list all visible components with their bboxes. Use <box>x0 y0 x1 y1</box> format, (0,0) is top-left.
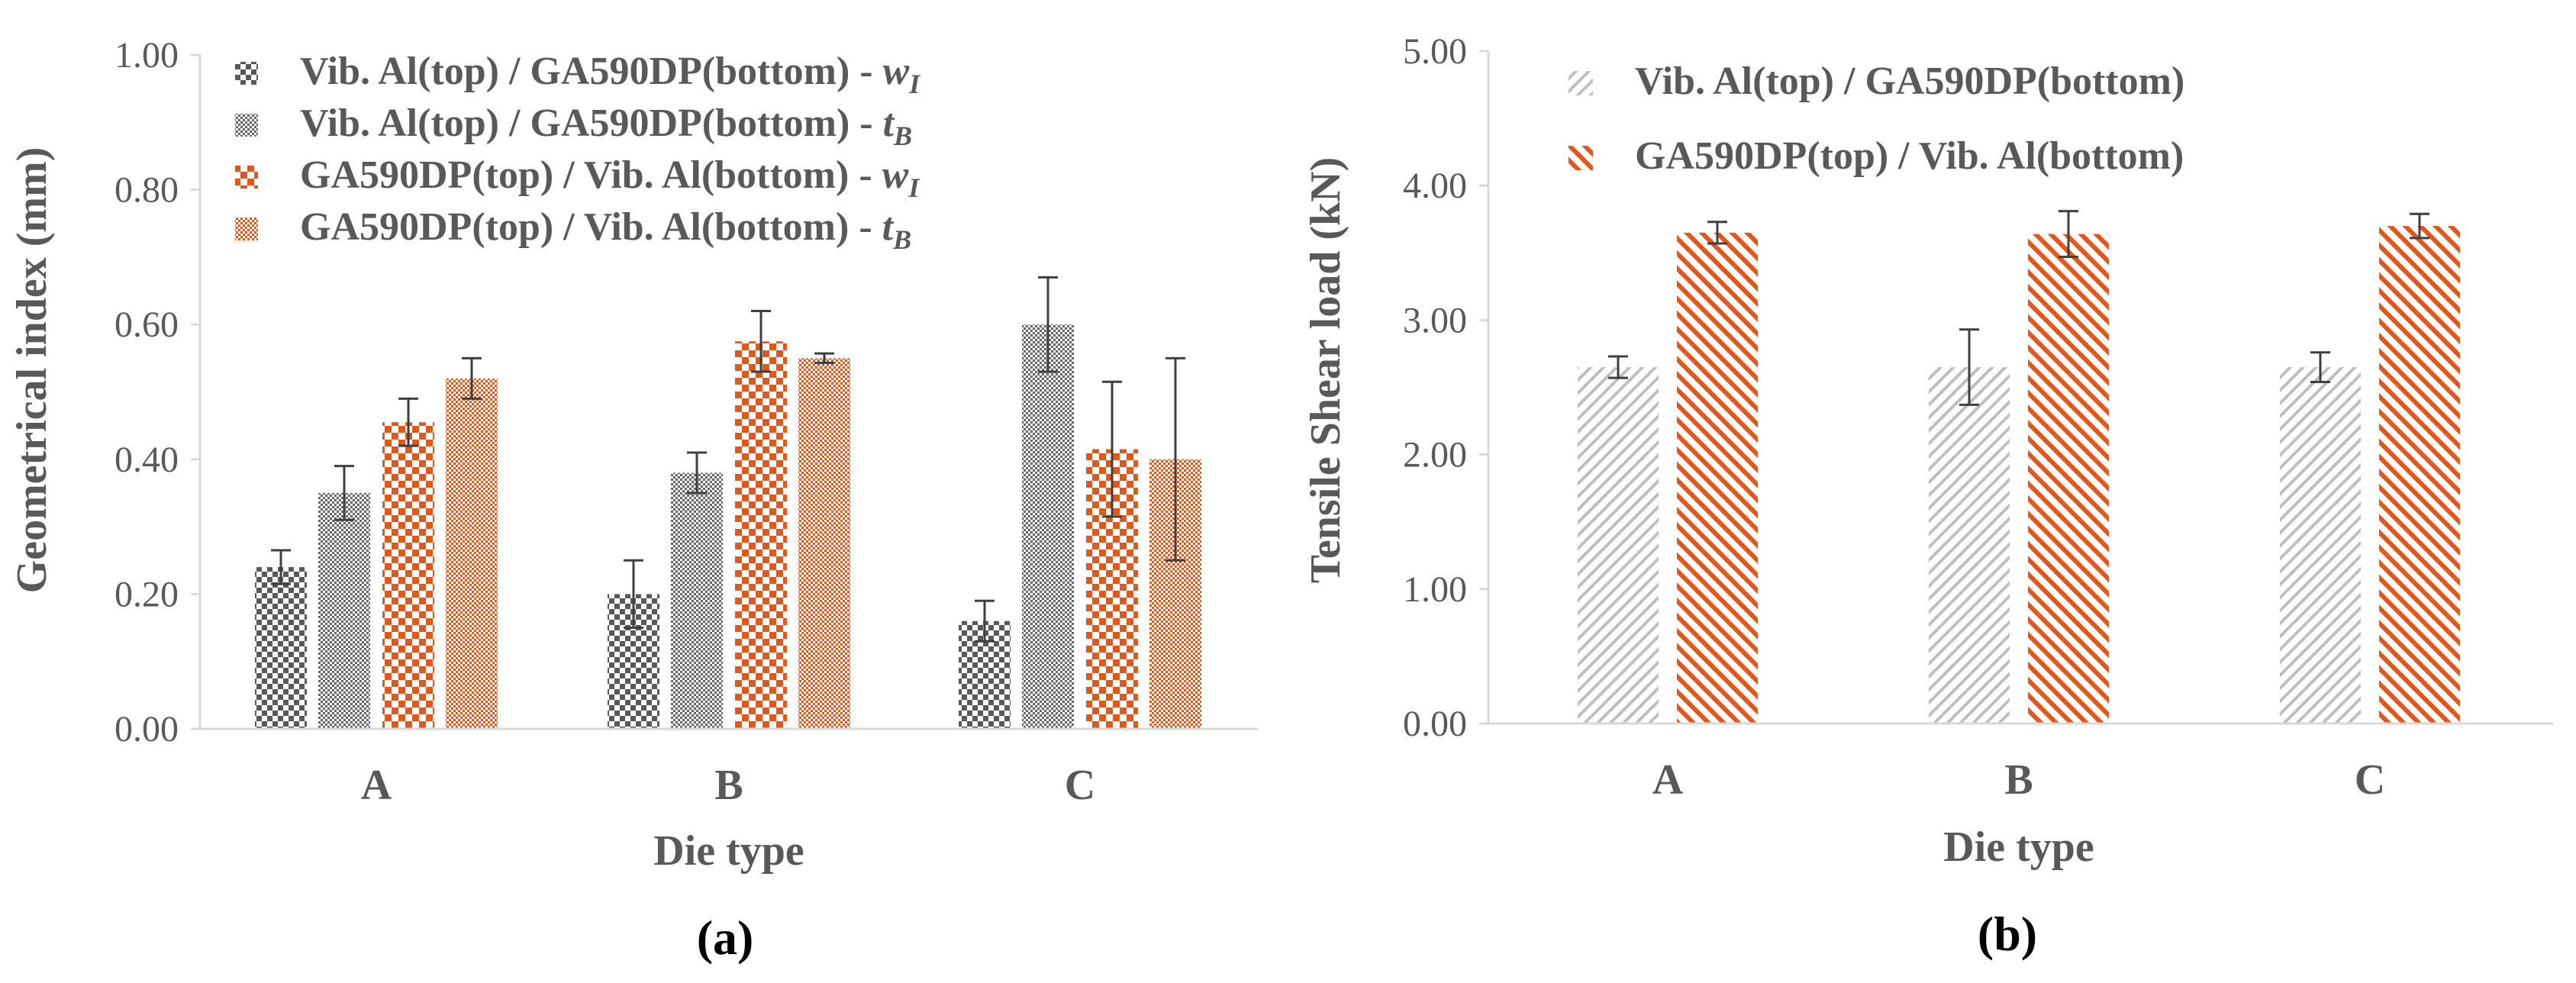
legend-swatch <box>1568 146 1593 170</box>
error-bar <box>271 549 291 585</box>
y-tick-label: 5.00 <box>1403 31 1467 72</box>
legend-item: Vib. Al(top) / GA590DP(bottom) <box>1568 60 2184 103</box>
x-category-label: C <box>1065 762 1095 809</box>
y-tick-labels: 0.00 0.20 0.40 0.60 0.80 1.00 <box>114 35 179 749</box>
bar <box>1022 324 1074 729</box>
y-tick-label: 4.00 <box>1403 166 1467 206</box>
error-bars <box>271 276 1185 643</box>
legend-item: GA590DP(top) / Vib. Al(bottom) - wI <box>235 153 920 203</box>
legend-swatch <box>1568 71 1593 95</box>
legend-swatch <box>235 114 258 137</box>
error-bar <box>1038 276 1058 373</box>
legend-item: GA590DP(top) / Vib. Al(bottom) <box>1568 134 2184 178</box>
error-bars <box>1608 210 2429 406</box>
y-tick-label: 1.00 <box>1403 569 1467 610</box>
bar <box>382 422 434 729</box>
chart-tensile-shear-load: 0.00 1.00 2.00 3.00 4.00 5.00 A B C Tensile She… <box>1302 31 2553 961</box>
bars <box>1578 226 2460 724</box>
x-category-label: A <box>361 762 392 809</box>
legend-label: Vib. Al(top) / GA590DP(bottom) - tB <box>300 102 912 151</box>
bar <box>2028 234 2109 724</box>
error-bar <box>462 356 482 400</box>
y-tick-label: 3.00 <box>1403 300 1467 340</box>
y-axis-title: Tensile Shear load (kN) <box>1302 157 1349 584</box>
y-tick-label: 0.40 <box>114 440 179 480</box>
bar <box>798 358 850 729</box>
x-category-labels: A B C <box>1652 756 2385 804</box>
error-bar <box>334 465 354 521</box>
x-category-label: B <box>714 762 743 809</box>
y-tick-label: 0.80 <box>114 170 179 211</box>
legend-label: Vib. Al(top) / GA590DP(bottom) - wI <box>300 50 921 99</box>
bar <box>255 567 307 729</box>
legend: Vib. Al(top) / GA590DP(bottom) - wIVib. … <box>235 50 921 255</box>
x-axis-title: Die type <box>653 827 804 875</box>
error-bar <box>624 559 643 630</box>
panel-label-b: (b) <box>1978 907 2037 961</box>
bar <box>2379 226 2460 724</box>
error-bar <box>2059 210 2078 259</box>
error-bar <box>1608 355 1628 379</box>
legend-item: Vib. Al(top) / GA590DP(bottom) - wI <box>235 50 921 99</box>
y-tick-label: 2.00 <box>1403 435 1467 475</box>
error-bar <box>1165 356 1185 562</box>
bar <box>735 341 787 729</box>
legend-label: GA590DP(top) / Vib. Al(bottom) <box>1635 134 2184 178</box>
chart-geometrical-index: 0.00 0.20 0.40 0.60 0.80 1.00 A B C Geometrical… <box>8 35 1258 965</box>
error-bar <box>751 310 771 373</box>
bar <box>446 378 498 729</box>
bars <box>255 324 1201 729</box>
error-bar <box>2310 351 2330 383</box>
y-tick-label: 0.20 <box>114 574 179 614</box>
error-bar <box>2410 212 2429 240</box>
error-bar <box>398 397 418 447</box>
x-axis-title: Die type <box>1943 823 2094 871</box>
x-category-label: C <box>2355 756 2385 804</box>
x-category-label: A <box>1652 756 1684 804</box>
error-bar <box>1102 380 1122 518</box>
error-bar <box>687 451 707 495</box>
error-bar <box>814 352 834 365</box>
bar <box>1929 367 2010 724</box>
y-axis-title: Geometrical index (mm) <box>8 147 56 594</box>
y-tick-label: 0.60 <box>114 305 179 345</box>
error-bar <box>1707 221 1727 245</box>
legend-swatch <box>235 166 258 189</box>
bar <box>1578 367 1659 724</box>
y-tick-label: 0.00 <box>114 709 179 749</box>
legend: Vib. Al(top) / GA590DP(bottom) GA590DP(to… <box>1568 60 2184 178</box>
legend-label: Vib. Al(top) / GA590DP(bottom) <box>1635 60 2184 103</box>
legend-item: GA590DP(top) / Vib. Al(bottom) - tB <box>235 205 911 255</box>
y-tick-labels: 0.00 1.00 2.00 3.00 4.00 5.00 <box>1403 31 1467 744</box>
legend-label: GA590DP(top) / Vib. Al(bottom) - wI <box>300 153 920 203</box>
bar <box>318 492 370 729</box>
y-tick-label: 1.00 <box>114 35 179 76</box>
y-tick-label: 0.00 <box>1403 704 1467 744</box>
error-bar <box>1959 328 1979 406</box>
bar <box>671 472 723 729</box>
panel-label-a: (a) <box>697 910 754 965</box>
bar <box>1677 232 1758 724</box>
legend-swatch <box>235 218 258 240</box>
legend-item: Vib. Al(top) / GA590DP(bottom) - tB <box>235 102 912 151</box>
bar <box>2280 367 2361 724</box>
legend-label: GA590DP(top) / Vib. Al(bottom) - tB <box>300 205 911 255</box>
x-category-label: B <box>2004 756 2033 804</box>
error-bar <box>975 599 995 643</box>
legend-swatch <box>235 62 258 85</box>
x-category-labels: A B C <box>361 762 1095 809</box>
